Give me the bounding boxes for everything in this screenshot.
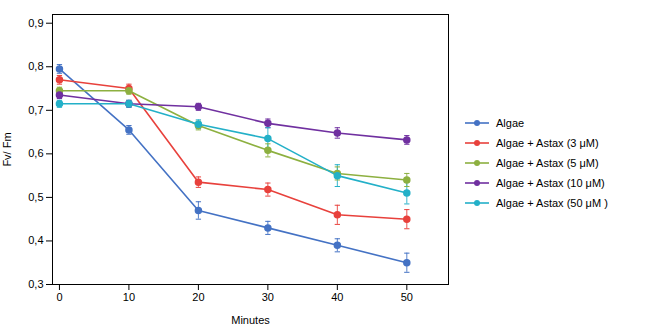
svg-text:20: 20 — [192, 291, 204, 303]
html-text:Algae + Astax (50 μM ): Algae + Astax (50 μM ) — [496, 197, 608, 209]
svg-text:Fv/ Fm: Fv/ Fm — [1, 132, 13, 166]
html-text:Algae: Algae — [496, 117, 525, 129]
svg-text:40: 40 — [331, 291, 343, 303]
svg-text:0,3: 0,3 — [28, 278, 43, 290]
svg-text:0,8: 0,8 — [28, 60, 43, 72]
svg-text:0,6: 0,6 — [28, 147, 43, 159]
html-text:Algae + Astax (10 μM): Algae + Astax (10 μM) — [496, 177, 605, 189]
svg-text:10: 10 — [123, 291, 135, 303]
svg-text:0,4: 0,4 — [28, 234, 43, 246]
svg-text:50: 50 — [401, 291, 413, 303]
svg-text:0,5: 0,5 — [28, 191, 43, 203]
svg-text:30: 30 — [262, 291, 274, 303]
svg-text:0: 0 — [56, 291, 62, 303]
svg-text:Minutes: Minutes — [231, 314, 270, 326]
svg-text:0,9: 0,9 — [28, 17, 43, 29]
html-text:Algae + Astax (5 μM): Algae + Astax (5 μM) — [496, 157, 599, 169]
html-text:Algae + Astax (3 μM): Algae + Astax (3 μM) — [496, 137, 599, 149]
svg-text:0,7: 0,7 — [28, 104, 43, 116]
